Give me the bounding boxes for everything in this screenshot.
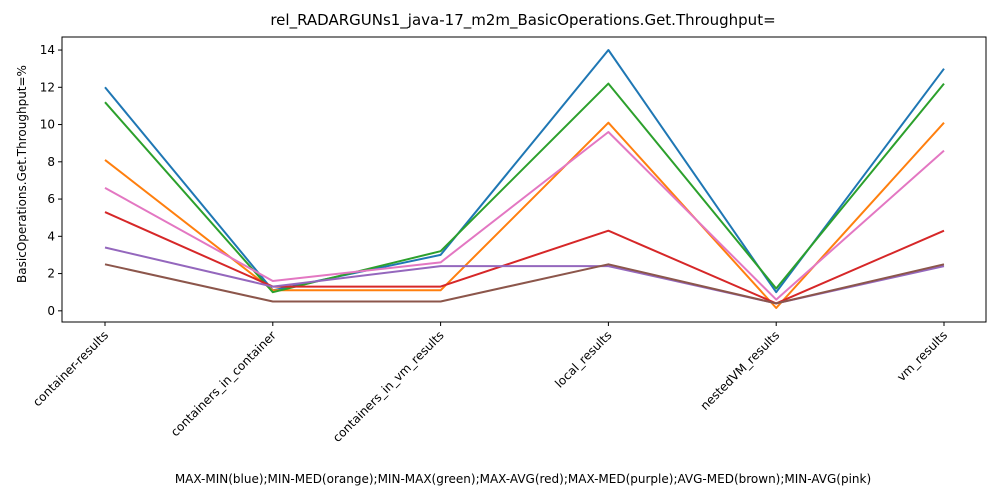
series-line-2 <box>104 82 945 294</box>
y-tick-label: 8 <box>47 155 55 169</box>
y-tick-label: 10 <box>40 118 55 132</box>
y-axis-label: BasicOperations.Get.Throughput=% <box>15 65 29 283</box>
y-tick-label: 0 <box>47 304 55 318</box>
y-tick-label: 12 <box>40 80 55 94</box>
series-line-1 <box>104 121 945 309</box>
series-line-5 <box>104 263 945 305</box>
y-tick-label: 2 <box>47 267 55 281</box>
y-tick-label: 4 <box>47 229 55 243</box>
plot-frame <box>61 36 987 323</box>
y-tick-label: 6 <box>47 192 55 206</box>
series-line-3 <box>104 211 945 305</box>
chart-title: rel_RADARGUNs1_java-17_m2m_BasicOperatio… <box>270 11 775 30</box>
y-tick-label: 14 <box>40 43 55 57</box>
x-axis-label: MAX-MIN(blue);MIN-MED(orange);MIN-MAX(gr… <box>175 472 871 486</box>
series-line-6 <box>104 131 945 301</box>
